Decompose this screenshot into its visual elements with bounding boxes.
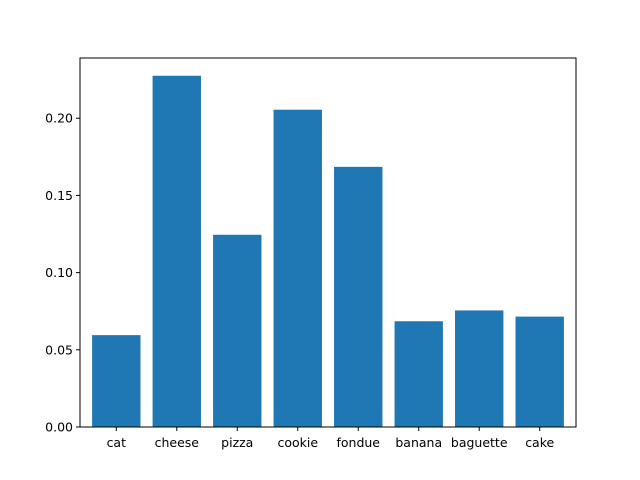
x-tick-label: pizza <box>221 435 253 450</box>
bar-baguette <box>455 310 504 427</box>
bars-group <box>92 75 564 428</box>
bar-cat <box>92 335 141 427</box>
x-tick-label: fondue <box>336 435 380 450</box>
y-tick-label: 0.00 <box>45 420 73 435</box>
bar-banana <box>394 321 443 427</box>
y-axis: 0.00 0.05 0.10 0.15 0.20 <box>45 111 80 435</box>
x-tick-label: cheese <box>155 435 200 450</box>
bar-fondue <box>334 166 383 427</box>
y-tick-label: 0.10 <box>45 265 73 280</box>
x-tick-label: baguette <box>451 435 508 450</box>
plot-frame <box>79 57 577 428</box>
x-tick-label: cat <box>107 435 127 450</box>
bar-pizza <box>213 234 262 427</box>
x-axis: cat cheese pizza cookie fondue banana baguette… <box>107 427 555 450</box>
x-tick-label: banana <box>395 435 442 450</box>
bar-cake <box>515 316 564 427</box>
x-tick-label: cookie <box>277 435 318 450</box>
bar-cookie <box>273 109 322 428</box>
y-tick-label: 0.15 <box>45 188 73 203</box>
y-tick-label: 0.20 <box>45 111 73 126</box>
x-tick-label: cake <box>525 435 554 450</box>
bar-cheese <box>152 75 201 427</box>
y-tick-label: 0.05 <box>45 342 73 357</box>
